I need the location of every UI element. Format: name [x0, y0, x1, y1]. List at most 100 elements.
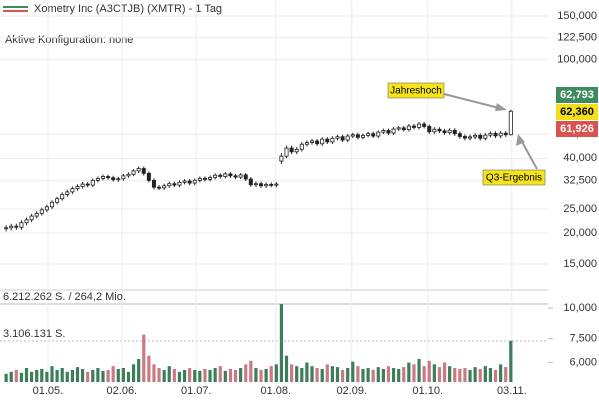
- volume-bar: [40, 368, 44, 382]
- volume-bar: [254, 368, 258, 382]
- y-tick-label: 100,000: [557, 54, 597, 66]
- volume-label: 3.106.131 S.: [3, 328, 65, 340]
- arrowhead: [495, 103, 507, 111]
- candle-body: [136, 168, 141, 172]
- volume-bar: [193, 369, 197, 382]
- candle-body: [34, 212, 39, 217]
- volume-bar: [432, 364, 436, 382]
- volume-bar: [14, 369, 18, 382]
- candle-body: [126, 173, 131, 177]
- volume-bar: [228, 368, 233, 382]
- arrowhead: [516, 134, 525, 146]
- volume-bar: [35, 369, 39, 382]
- y-tick-label: 32,500: [563, 175, 597, 187]
- volume-bar: [499, 364, 503, 382]
- candle-body: [442, 130, 447, 133]
- volume-bar: [402, 367, 406, 382]
- candle-body: [29, 215, 34, 221]
- volume-bar: [340, 369, 345, 382]
- volume-bar: [325, 364, 329, 382]
- volume-bar: [75, 367, 80, 382]
- candle-body: [376, 131, 381, 137]
- volume-bar: [157, 368, 161, 382]
- candle-body: [366, 133, 371, 136]
- candle-body: [340, 136, 345, 141]
- volume-bar: [177, 371, 182, 382]
- volume-bar: [473, 367, 477, 382]
- marks: 15,00020,00025,00032,50040,00050,000100,…: [4, 10, 597, 382]
- volume-bar: [147, 355, 151, 382]
- candle-body: [371, 133, 376, 137]
- volume-bar: [269, 366, 273, 382]
- price-marker-label: 62,793: [560, 89, 594, 101]
- volume-bar: [458, 368, 462, 382]
- price-marker-label: 61,926: [560, 123, 594, 135]
- volume-bar: [315, 368, 319, 382]
- volume-bar: [361, 368, 365, 382]
- volume-bar: [259, 369, 263, 382]
- volume-bar: [172, 368, 176, 382]
- volume-tick-label: 10,000: [563, 302, 597, 314]
- candle-body: [65, 191, 70, 195]
- annotation-box: [387, 82, 445, 99]
- candle-body: [14, 225, 19, 228]
- candle-body: [80, 183, 85, 187]
- price-marker: [556, 121, 598, 137]
- candle-body: [350, 134, 355, 137]
- candle-body: [289, 147, 294, 153]
- candle-body: [299, 143, 304, 150]
- volume-bar: [381, 368, 385, 382]
- chart-title: Xometry Inc (A3CTJB) (XMTR) - 1 Tag: [34, 3, 222, 15]
- y-tick-label: 122,500: [557, 32, 597, 44]
- volume-bar: [249, 360, 253, 382]
- candle-body: [19, 222, 24, 228]
- candle-body: [488, 133, 493, 136]
- candle-body: [24, 219, 29, 224]
- volume-bar: [30, 371, 34, 382]
- candle-body: [422, 123, 427, 127]
- candle-body: [197, 178, 202, 181]
- candle-body: [50, 201, 55, 208]
- volume-bar: [386, 366, 391, 382]
- candle-body: [4, 227, 9, 230]
- volume-bar: [335, 367, 340, 382]
- annotation: Jahreshoch: [390, 86, 442, 97]
- volume-bar: [239, 368, 243, 382]
- candle-body: [44, 206, 49, 211]
- candle-body: [162, 185, 167, 189]
- volume-bar: [504, 367, 508, 382]
- volume-bar: [448, 366, 452, 382]
- x-tick-label: 02.06.: [107, 385, 138, 397]
- volume-bar: [152, 364, 156, 382]
- candle-body: [192, 179, 197, 184]
- candle-body: [386, 130, 391, 134]
- candle-body: [417, 123, 422, 128]
- volume-bar: [284, 355, 289, 382]
- candle-body: [55, 198, 60, 203]
- candle-body: [141, 168, 146, 174]
- candle-body: [320, 138, 325, 145]
- volume-tick-label: 7,500: [569, 333, 597, 345]
- x-tick-label: 01.10.: [412, 385, 443, 397]
- candle-body: [447, 129, 452, 133]
- candle-body: [381, 130, 386, 133]
- candle-body: [85, 183, 90, 186]
- candle-body: [9, 225, 14, 229]
- candle-body: [427, 126, 432, 133]
- volume-bar: [437, 367, 442, 382]
- candle-body: [355, 134, 360, 138]
- candle-body: [228, 173, 233, 177]
- x-tick-label: 02.09.: [336, 385, 367, 397]
- candle-body: [243, 174, 248, 180]
- volume-bar: [188, 368, 192, 382]
- volume-bar: [463, 368, 467, 382]
- candle-body: [208, 177, 213, 180]
- x-tick-label: 01.08.: [261, 385, 292, 397]
- volume-bar: [106, 369, 110, 382]
- volume-bar: [121, 368, 125, 382]
- volume-bar: [509, 340, 513, 382]
- volume-bar: [427, 360, 431, 382]
- candle-body: [396, 127, 401, 130]
- volume-bar: [167, 366, 171, 382]
- volume-bar: [126, 371, 131, 382]
